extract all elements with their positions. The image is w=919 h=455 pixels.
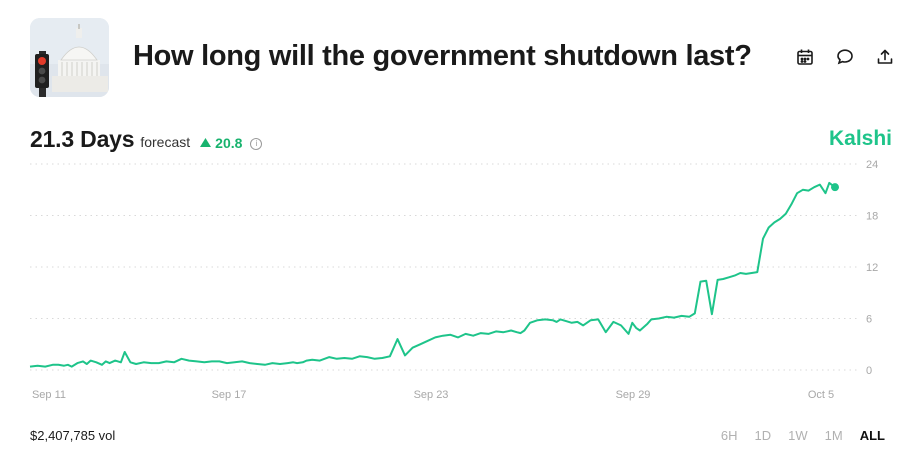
market-thumbnail	[30, 18, 109, 97]
forecast-change: 20.8	[200, 135, 242, 151]
y-tick-label: 18	[866, 211, 878, 223]
brand-logo: Kalshi	[828, 127, 892, 150]
forecast-value: 21.3 Days	[30, 126, 135, 152]
range-option-6h[interactable]: 6H	[720, 428, 738, 443]
share-icon[interactable]	[874, 46, 896, 68]
page-title: How long will the government shutdown la…	[133, 40, 752, 72]
x-tick-label: Sep 23	[414, 389, 449, 401]
forecast-line	[29, 181, 836, 368]
y-tick-label: 12	[866, 262, 878, 274]
volume-label: $2,407,785 vol	[30, 428, 116, 443]
forecast-change-value: 20.8	[215, 134, 243, 151]
x-tick-label: Sep 29	[616, 389, 651, 401]
info-icon[interactable]: i	[250, 138, 263, 150]
range-option-1m[interactable]: 1M	[824, 428, 843, 443]
header-actions	[794, 46, 896, 68]
triangle-up-icon	[200, 138, 212, 147]
x-tick-label: Sep 17	[212, 389, 247, 401]
range-option-all[interactable]: ALL	[859, 428, 885, 443]
comment-icon[interactable]	[834, 46, 856, 68]
range-option-1d[interactable]: 1D	[754, 428, 772, 443]
forecast-headline: 21.3 Days forecast 20.8 i	[30, 126, 263, 153]
range-selector: 6H 1D 1W 1M ALL	[721, 428, 885, 443]
forecast-label: forecast	[140, 134, 191, 150]
x-tick-label: Oct 5	[808, 389, 834, 401]
calendar-icon[interactable]	[794, 46, 816, 68]
current-point-marker	[831, 183, 839, 192]
y-tick-label: 6	[866, 314, 872, 326]
y-tick-label: 24	[866, 159, 878, 171]
range-option-1w[interactable]: 1W	[788, 428, 808, 443]
y-tick-label: 0	[866, 365, 872, 377]
x-tick-label: Sep 11	[32, 389, 66, 401]
forecast-chart: 0 6 12 18 24 Sep 11 Sep 17 Sep 23 Sep 29 Oct 5	[29, 159, 878, 401]
